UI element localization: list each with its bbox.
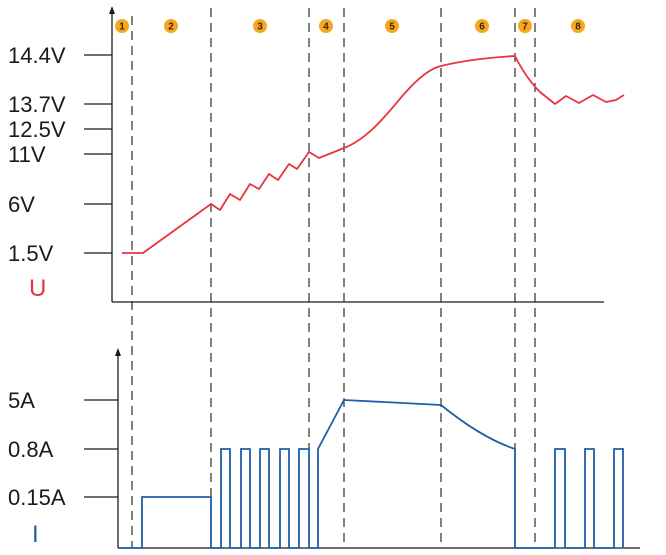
label-0-8a: 0.8A bbox=[8, 437, 54, 462]
stage-badge-circle bbox=[164, 19, 178, 33]
label-1-5v: 1.5V bbox=[8, 241, 54, 266]
stage-badge-circle bbox=[253, 19, 267, 33]
stage-number: 6 bbox=[479, 22, 485, 33]
current-curve bbox=[118, 399, 624, 549]
stage-badge-circle bbox=[571, 19, 585, 33]
current-symbol: I bbox=[32, 521, 39, 548]
label-11v: 11V bbox=[8, 142, 46, 167]
current-y-arrow bbox=[115, 348, 121, 356]
stage-badge-circle bbox=[518, 19, 532, 33]
stage-badge-1: 1 bbox=[115, 19, 129, 33]
label-0-15a: 0.15A bbox=[8, 485, 66, 510]
stage-badges: 1 2 3 4 5 6 7 8 bbox=[115, 19, 585, 33]
stage-badge-5: 5 bbox=[385, 19, 399, 33]
stage-number: 2 bbox=[168, 22, 174, 33]
stage-badge-circle bbox=[319, 19, 333, 33]
voltage-labels: 14.4V 13.7V 12.5V 11V 6V 1.5V U bbox=[8, 43, 66, 302]
label-14-4v: 14.4V bbox=[8, 43, 66, 68]
stage-badge-6: 6 bbox=[475, 19, 489, 33]
stage-number: 1 bbox=[119, 22, 125, 33]
stage-number: 8 bbox=[575, 22, 581, 33]
stage-badge-7: 7 bbox=[518, 19, 532, 33]
stage-badge-circle bbox=[475, 19, 489, 33]
label-5a: 5A bbox=[8, 388, 35, 413]
label-13-7v: 13.7V bbox=[8, 92, 66, 117]
label-12-5v: 12.5V bbox=[8, 117, 66, 142]
stage-number: 5 bbox=[389, 22, 395, 33]
voltage-curve bbox=[122, 55, 625, 254]
stage-badge-circle bbox=[115, 19, 129, 33]
stage-number: 7 bbox=[522, 22, 528, 33]
voltage-y-arrow bbox=[109, 6, 115, 14]
voltage-symbol: U bbox=[29, 275, 46, 302]
stage-badge-circle bbox=[385, 19, 399, 33]
stage-badge-8: 8 bbox=[571, 19, 585, 33]
stage-number: 3 bbox=[257, 22, 263, 33]
stage-badge-3: 3 bbox=[253, 19, 267, 33]
label-6v: 6V bbox=[8, 192, 35, 217]
voltage-axes bbox=[84, 6, 604, 303]
stage-separators bbox=[131, 8, 536, 548]
stage-badge-2: 2 bbox=[164, 19, 178, 33]
stage-badge-4: 4 bbox=[319, 19, 333, 33]
current-axes bbox=[84, 348, 640, 549]
stage-number: 4 bbox=[323, 22, 329, 33]
current-labels: 5A 0.8A 0.15A I bbox=[8, 388, 66, 548]
